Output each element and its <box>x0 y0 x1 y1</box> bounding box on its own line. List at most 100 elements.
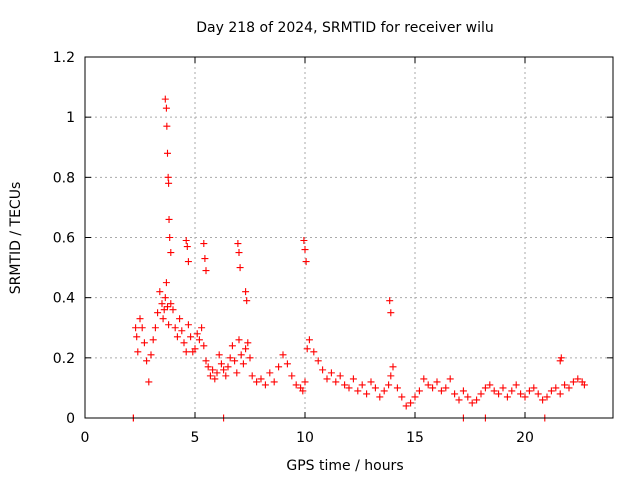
data-point <box>380 387 388 395</box>
data-point <box>248 372 256 380</box>
data-point <box>332 378 340 386</box>
data-point <box>159 315 167 323</box>
data-point <box>543 393 551 401</box>
data-point <box>534 390 542 398</box>
data-point <box>398 393 406 401</box>
data-point <box>202 357 210 365</box>
data-point <box>156 288 164 296</box>
data-point <box>569 378 577 386</box>
data-point <box>169 306 177 314</box>
data-point <box>561 381 569 389</box>
data-point <box>486 381 494 389</box>
data-point <box>565 384 573 392</box>
data-point <box>143 357 151 365</box>
data-point <box>200 240 208 248</box>
data-point <box>164 173 172 181</box>
data-point <box>367 378 375 386</box>
data-point <box>233 369 241 377</box>
x-tick-label: 10 <box>296 430 314 446</box>
data-point <box>402 402 410 410</box>
data-point <box>407 399 415 407</box>
data-point <box>242 345 250 353</box>
data-point <box>217 360 225 368</box>
data-point <box>266 369 274 377</box>
data-point <box>468 399 476 407</box>
data-point <box>220 366 228 374</box>
data-point <box>547 387 555 395</box>
data-point <box>517 390 525 398</box>
data-point <box>389 363 397 371</box>
data-point <box>411 393 419 401</box>
x-tick-label: 20 <box>516 430 534 446</box>
data-point <box>387 372 395 380</box>
data-point <box>358 381 366 389</box>
data-point <box>314 357 322 365</box>
data-point <box>499 384 507 392</box>
data-point <box>164 149 171 157</box>
x-axis-label: GPS time / hours <box>286 458 403 474</box>
data-point <box>429 384 437 392</box>
data-point <box>209 366 217 374</box>
data-point <box>239 360 247 368</box>
data-point <box>327 369 335 377</box>
data-point <box>376 393 384 401</box>
x-tick-label: 15 <box>406 430 424 446</box>
data-point <box>184 321 192 329</box>
data-point <box>244 339 252 347</box>
data-point <box>371 384 379 392</box>
data-point <box>302 258 310 266</box>
data-point <box>442 384 450 392</box>
data-point <box>234 240 242 248</box>
data-point <box>323 375 331 383</box>
data-point <box>508 387 516 395</box>
data-point <box>182 237 190 245</box>
data-point <box>154 309 162 317</box>
data-point <box>490 387 498 395</box>
data-point <box>147 351 155 359</box>
data-point <box>283 360 291 368</box>
data-point <box>292 381 300 389</box>
data-point <box>204 363 212 371</box>
data-point <box>133 333 141 341</box>
x-tick-label: 0 <box>81 430 90 446</box>
data-point <box>512 381 520 389</box>
data-point <box>213 369 221 377</box>
data-point <box>164 303 171 311</box>
ticks-layer: 0 0.2 0.4 0.6 0.8 1 1.2 0 5 10 15 20 <box>53 50 613 446</box>
grid-layer <box>85 57 613 418</box>
x-tick-label: 5 <box>191 430 200 446</box>
data-point <box>200 342 208 350</box>
data-point <box>556 357 564 365</box>
data-point <box>243 297 251 305</box>
y-tick-label: 0 <box>66 411 75 427</box>
data-point <box>140 339 148 347</box>
y-tick-label: 0.6 <box>53 231 75 247</box>
data-point <box>257 375 265 383</box>
data-point <box>481 384 489 392</box>
data-point <box>459 387 467 395</box>
data-point <box>299 387 307 395</box>
data-point <box>138 324 146 332</box>
data-point <box>556 390 564 398</box>
data-point <box>319 366 327 374</box>
data-point <box>387 309 395 317</box>
data-point <box>385 381 393 389</box>
data-point <box>288 372 296 380</box>
data-point <box>151 324 159 332</box>
data-point <box>166 234 174 241</box>
data-point <box>539 396 547 404</box>
data-point <box>198 324 206 332</box>
data-point <box>165 179 173 187</box>
data-point <box>165 215 173 223</box>
data-point <box>525 387 533 395</box>
data-point <box>165 321 173 329</box>
data-point <box>341 381 349 389</box>
data-point <box>171 324 179 332</box>
data-point <box>336 372 344 380</box>
data-point <box>310 348 318 356</box>
data-point <box>173 333 181 341</box>
data-point <box>455 396 463 404</box>
y-tick-label: 0.4 <box>53 291 75 307</box>
data-point <box>162 279 170 287</box>
